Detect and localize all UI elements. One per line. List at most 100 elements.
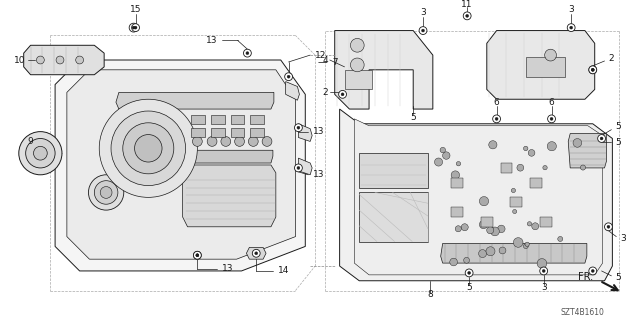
Circle shape bbox=[537, 259, 547, 268]
FancyBboxPatch shape bbox=[344, 70, 372, 89]
Text: SZT4B1610: SZT4B1610 bbox=[561, 308, 605, 317]
Circle shape bbox=[463, 12, 471, 20]
Circle shape bbox=[598, 135, 605, 142]
Polygon shape bbox=[298, 124, 312, 141]
Circle shape bbox=[468, 271, 470, 274]
FancyBboxPatch shape bbox=[526, 57, 565, 77]
Polygon shape bbox=[24, 45, 104, 75]
Text: 3: 3 bbox=[620, 234, 626, 243]
FancyBboxPatch shape bbox=[211, 128, 225, 137]
Circle shape bbox=[489, 141, 497, 149]
Circle shape bbox=[542, 269, 545, 272]
Circle shape bbox=[26, 139, 55, 168]
Circle shape bbox=[557, 236, 563, 242]
Text: 14: 14 bbox=[278, 267, 289, 276]
Circle shape bbox=[193, 251, 202, 259]
FancyBboxPatch shape bbox=[230, 128, 244, 137]
Circle shape bbox=[248, 137, 258, 146]
Circle shape bbox=[528, 149, 535, 156]
Text: 13: 13 bbox=[222, 265, 234, 274]
Polygon shape bbox=[298, 158, 312, 175]
Circle shape bbox=[591, 269, 594, 272]
Circle shape bbox=[499, 247, 506, 254]
Text: —  7: — 7 bbox=[318, 59, 339, 68]
Circle shape bbox=[99, 99, 197, 197]
Circle shape bbox=[351, 58, 364, 72]
Circle shape bbox=[132, 24, 140, 32]
FancyBboxPatch shape bbox=[510, 197, 522, 207]
Circle shape bbox=[19, 132, 62, 175]
Circle shape bbox=[479, 250, 486, 258]
FancyBboxPatch shape bbox=[530, 178, 541, 188]
Circle shape bbox=[524, 244, 528, 249]
Circle shape bbox=[490, 227, 499, 236]
Circle shape bbox=[532, 223, 539, 230]
Text: 2: 2 bbox=[609, 53, 614, 62]
Circle shape bbox=[129, 23, 138, 32]
Circle shape bbox=[422, 29, 424, 32]
Text: FR.: FR. bbox=[578, 272, 593, 282]
Circle shape bbox=[243, 49, 252, 57]
Circle shape bbox=[465, 269, 473, 277]
Circle shape bbox=[527, 222, 532, 226]
FancyBboxPatch shape bbox=[250, 115, 264, 124]
Text: 11: 11 bbox=[461, 0, 473, 9]
Circle shape bbox=[605, 223, 612, 231]
Circle shape bbox=[100, 187, 112, 198]
Circle shape bbox=[570, 26, 573, 29]
Circle shape bbox=[545, 49, 556, 61]
Circle shape bbox=[589, 66, 596, 74]
Circle shape bbox=[193, 251, 202, 259]
Circle shape bbox=[573, 139, 582, 147]
Circle shape bbox=[235, 137, 244, 146]
Circle shape bbox=[196, 254, 199, 257]
Circle shape bbox=[479, 220, 488, 229]
Circle shape bbox=[94, 181, 118, 204]
Circle shape bbox=[461, 224, 468, 231]
Circle shape bbox=[548, 115, 556, 123]
Text: 5: 5 bbox=[467, 283, 472, 292]
Circle shape bbox=[540, 267, 548, 275]
Circle shape bbox=[440, 147, 445, 153]
Circle shape bbox=[294, 164, 302, 172]
FancyBboxPatch shape bbox=[191, 115, 205, 124]
Polygon shape bbox=[355, 119, 603, 275]
Circle shape bbox=[297, 166, 300, 169]
Circle shape bbox=[455, 226, 461, 232]
Circle shape bbox=[511, 188, 515, 193]
Circle shape bbox=[466, 14, 468, 17]
Circle shape bbox=[589, 267, 596, 275]
Polygon shape bbox=[359, 153, 428, 188]
Circle shape bbox=[600, 137, 603, 140]
Circle shape bbox=[524, 146, 528, 151]
Text: 5: 5 bbox=[615, 122, 621, 131]
FancyBboxPatch shape bbox=[500, 163, 512, 173]
Circle shape bbox=[451, 171, 460, 179]
Circle shape bbox=[285, 73, 292, 81]
Circle shape bbox=[550, 117, 553, 120]
Circle shape bbox=[513, 238, 523, 247]
Circle shape bbox=[252, 249, 260, 257]
FancyBboxPatch shape bbox=[230, 115, 244, 124]
Circle shape bbox=[262, 137, 272, 146]
Circle shape bbox=[33, 146, 47, 160]
Text: 13: 13 bbox=[205, 36, 217, 45]
FancyBboxPatch shape bbox=[451, 178, 463, 188]
Polygon shape bbox=[487, 31, 595, 99]
Text: 10: 10 bbox=[14, 55, 26, 65]
Circle shape bbox=[591, 68, 594, 71]
Polygon shape bbox=[340, 109, 612, 281]
Text: 13: 13 bbox=[313, 127, 324, 136]
Circle shape bbox=[435, 158, 443, 166]
Circle shape bbox=[442, 152, 450, 159]
Circle shape bbox=[580, 165, 586, 170]
Polygon shape bbox=[441, 244, 587, 263]
Circle shape bbox=[294, 124, 302, 132]
Circle shape bbox=[207, 137, 217, 146]
Text: 13: 13 bbox=[313, 170, 324, 179]
Polygon shape bbox=[67, 70, 296, 259]
Text: 2: 2 bbox=[322, 88, 328, 97]
Circle shape bbox=[341, 93, 344, 96]
Text: 6: 6 bbox=[493, 98, 499, 107]
Text: 6: 6 bbox=[548, 98, 554, 107]
